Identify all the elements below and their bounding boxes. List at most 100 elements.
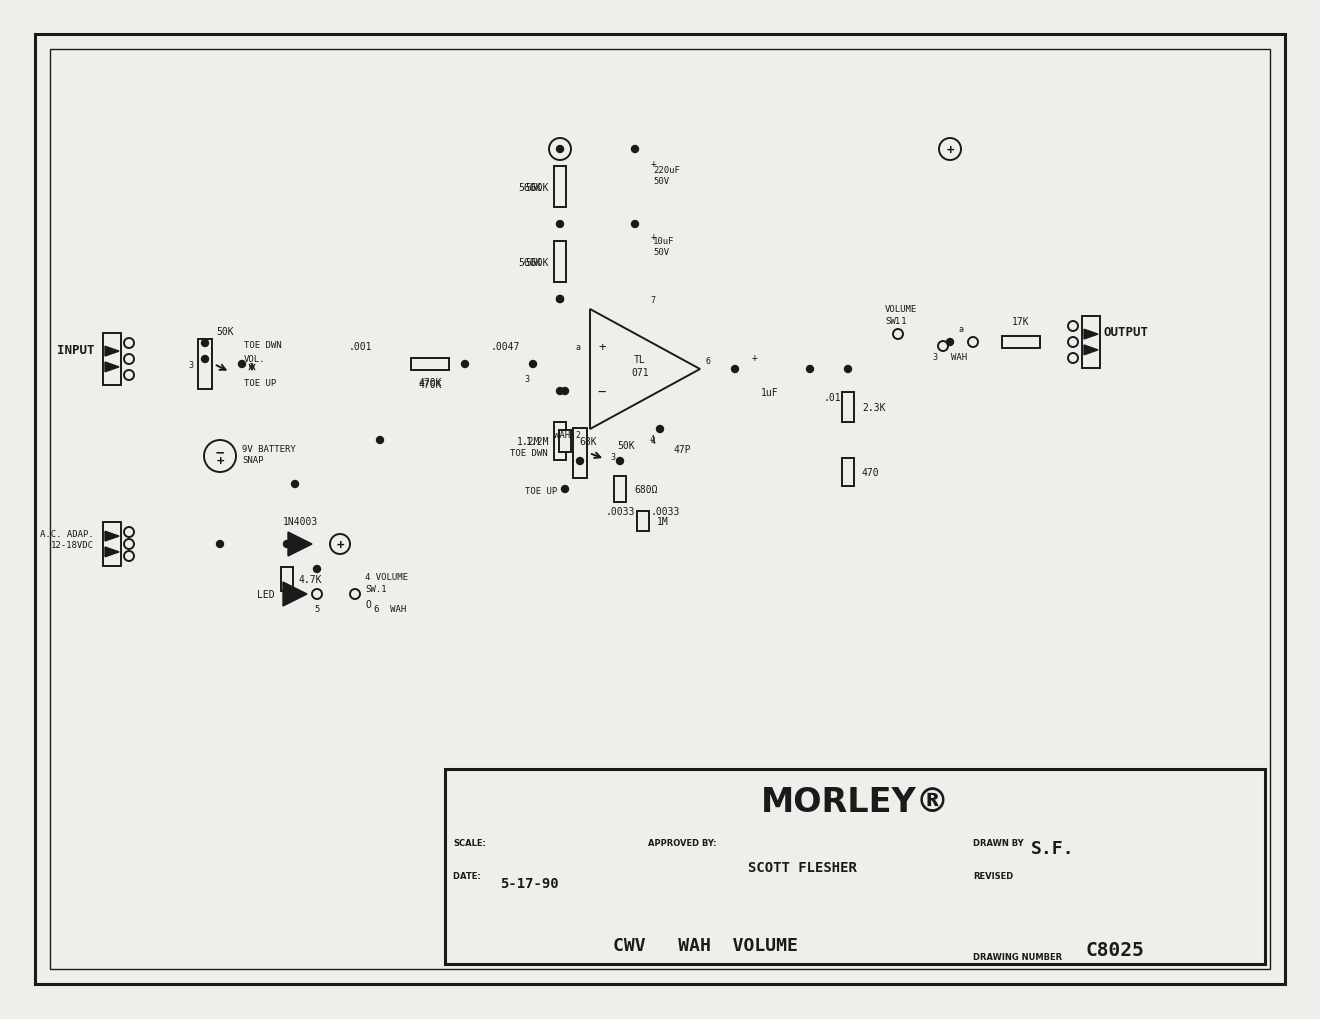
Text: 7: 7 [649,296,655,305]
Circle shape [292,481,298,488]
Text: 2.3K: 2.3K [862,403,886,413]
Text: DRAWING NUMBER: DRAWING NUMBER [973,952,1063,961]
Circle shape [124,371,135,381]
Text: REVISED: REVISED [973,871,1014,880]
Text: +: + [337,538,343,551]
Text: TOE DWN: TOE DWN [510,449,548,459]
Circle shape [557,297,564,304]
Text: 1uF: 1uF [762,387,779,397]
Circle shape [557,388,564,395]
Text: +: + [556,144,564,156]
Text: DRAWN BY: DRAWN BY [973,839,1023,847]
Text: 3: 3 [187,360,193,369]
Bar [842,459,854,486]
Circle shape [946,339,953,346]
Circle shape [239,361,246,368]
Bar [573,429,587,479]
Circle shape [557,221,564,228]
Text: 68K: 68K [579,436,597,446]
Circle shape [845,366,851,373]
Bar [281,567,293,592]
Text: 5-17-90: 5-17-90 [500,876,558,891]
Text: OUTPUT: OUTPUT [1104,326,1148,339]
Circle shape [631,147,639,153]
Text: 3: 3 [932,353,937,361]
Text: −: − [215,444,224,459]
Text: S.F.: S.F. [1031,840,1074,858]
Circle shape [529,361,536,368]
Text: 560K: 560K [519,257,543,267]
Text: +: + [752,353,758,363]
Text: A.C. ADAP.
12-18VDC: A.C. ADAP. 12-18VDC [40,530,94,549]
Text: SW.1: SW.1 [366,584,387,593]
Text: TOE UP: TOE UP [525,487,557,496]
Polygon shape [106,532,119,541]
Circle shape [631,221,639,228]
Text: 2: 2 [576,431,579,440]
Text: VOLUME: VOLUME [884,306,917,314]
Circle shape [376,437,384,444]
Circle shape [939,139,961,161]
Polygon shape [106,547,119,557]
Text: 3: 3 [610,452,615,461]
Text: O: O [366,599,371,609]
Bar [558,431,572,452]
Text: WAH: WAH [554,431,570,440]
Text: 6: 6 [705,357,710,366]
Text: −: − [598,384,606,398]
Text: TL: TL [634,355,645,365]
Text: VOL.: VOL. [244,355,265,363]
Text: 560K: 560K [525,257,549,267]
Bar [554,422,566,461]
Text: LED: LED [257,589,275,599]
Circle shape [216,541,223,548]
Text: +: + [216,455,224,468]
Text: 47P: 47P [675,444,692,454]
Text: 4: 4 [649,434,655,443]
Bar [103,333,121,385]
Text: 470: 470 [862,468,879,478]
Text: +: + [946,144,954,156]
Text: 560K: 560K [525,182,549,193]
Text: WAH: WAH [950,353,968,361]
Text: 220uF
50V: 220uF 50V [653,166,680,185]
Circle shape [124,355,135,365]
Text: 4.7K: 4.7K [298,575,322,585]
Circle shape [616,459,623,465]
Text: .0033: .0033 [651,506,680,517]
Text: APPROVED BY:: APPROVED BY: [648,839,717,847]
Circle shape [124,338,135,348]
Text: 10uF
50V: 10uF 50V [653,237,675,257]
Text: 50K: 50K [216,327,234,336]
Text: +: + [651,159,657,169]
Text: 9V BATTERY
SNAP: 9V BATTERY SNAP [242,445,296,465]
Text: 5: 5 [314,604,319,612]
Polygon shape [1084,330,1098,339]
Circle shape [807,366,813,373]
Text: TOE UP: TOE UP [244,378,276,387]
Text: 50K: 50K [616,440,635,450]
Text: +: + [598,341,606,355]
Bar [103,523,121,567]
Bar [411,359,449,371]
Text: 470K: 470K [418,378,442,387]
Text: 1M: 1M [656,517,668,527]
Circle shape [968,337,978,347]
Text: a: a [248,360,253,369]
Text: 1: 1 [895,316,900,325]
Text: INPUT: INPUT [57,343,94,357]
Circle shape [124,528,135,537]
Text: DATE:: DATE: [453,871,483,880]
Text: 680Ω: 680Ω [634,484,657,494]
Circle shape [350,589,360,599]
Circle shape [939,341,948,352]
Bar [198,339,213,389]
Bar [554,242,566,283]
Polygon shape [288,533,312,556]
Circle shape [314,566,321,573]
Text: .0047: .0047 [490,341,520,352]
Circle shape [894,330,903,339]
Circle shape [577,459,583,465]
Bar [1082,317,1100,369]
Circle shape [124,539,135,549]
